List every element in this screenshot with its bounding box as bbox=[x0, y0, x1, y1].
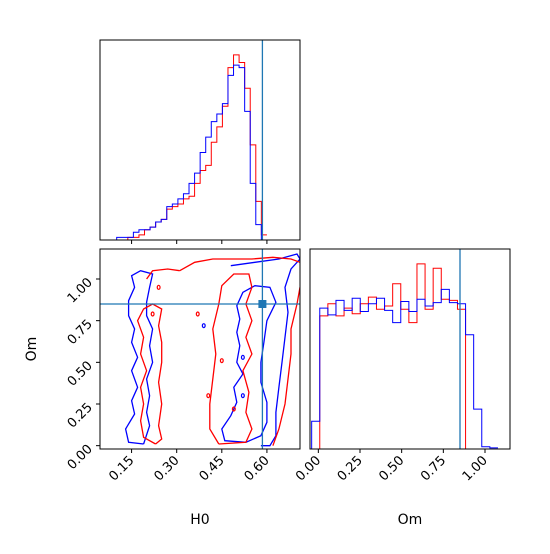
om-histogram-red bbox=[311, 263, 498, 449]
h0-histogram-blue bbox=[100, 64, 267, 240]
contour-island-2 bbox=[206, 393, 211, 399]
h0-xtick-label: 0.45 bbox=[197, 453, 228, 484]
om-ytick-label: 0.50 bbox=[65, 359, 96, 390]
contour-island-7 bbox=[150, 311, 155, 317]
h0-xtick-label: 0.60 bbox=[242, 453, 273, 484]
contour-blue-2 bbox=[230, 253, 300, 447]
contour-red-1 bbox=[179, 256, 300, 272]
om-marginal-frame bbox=[309, 248, 511, 450]
contour-red-3 bbox=[209, 273, 253, 445]
contour-red-2 bbox=[146, 268, 180, 280]
om-xaxis-label: Om bbox=[398, 512, 423, 528]
om-marginal-panel: 0.00 0.25 0.50 0.75 1.00 Om bbox=[293, 248, 511, 528]
contour-island-8 bbox=[156, 284, 161, 290]
om-xtick-label: 0.50 bbox=[376, 453, 407, 484]
om-ytick-label: 0.25 bbox=[65, 400, 96, 431]
contour-island-3 bbox=[219, 358, 224, 364]
om-histogram-blue bbox=[311, 288, 498, 449]
contour-blue-0 bbox=[124, 270, 154, 445]
om-ytick-label: 1.00 bbox=[65, 275, 96, 306]
h0-histogram-red bbox=[100, 54, 267, 240]
h0-xtick-label: 0.30 bbox=[151, 453, 182, 484]
contour-red-0 bbox=[136, 303, 163, 445]
om-axis-label: Om bbox=[24, 337, 40, 362]
om-xtick-label: 0.00 bbox=[293, 453, 324, 484]
h0-marginal-frame bbox=[99, 39, 301, 241]
contour-red-4 bbox=[272, 287, 300, 446]
om-xtick-label: 1.00 bbox=[460, 453, 491, 484]
contour-island-1 bbox=[240, 354, 245, 360]
h0-xtick-label: 0.15 bbox=[106, 453, 137, 484]
h0-axis-label: H0 bbox=[190, 512, 209, 528]
joint-frame bbox=[99, 248, 301, 450]
contour-island-6 bbox=[195, 311, 200, 317]
om-ytick-label: 0.75 bbox=[65, 317, 96, 348]
om-xtick-label: 0.25 bbox=[335, 453, 366, 484]
h0-om-joint-panel: 0.15 0.30 0.45 0.60 0.00 0.25 0.50 0.75 1.00 H0 Om bbox=[24, 248, 301, 528]
om-ytick-label: 0.00 bbox=[65, 442, 96, 473]
om-xtick-label: 0.75 bbox=[418, 453, 449, 484]
contour-island-5 bbox=[240, 393, 245, 399]
h0-marginal-panel bbox=[99, 39, 301, 244]
truth-marker bbox=[258, 300, 267, 308]
contour-island-0 bbox=[201, 323, 206, 329]
contour-island-4 bbox=[231, 406, 236, 412]
